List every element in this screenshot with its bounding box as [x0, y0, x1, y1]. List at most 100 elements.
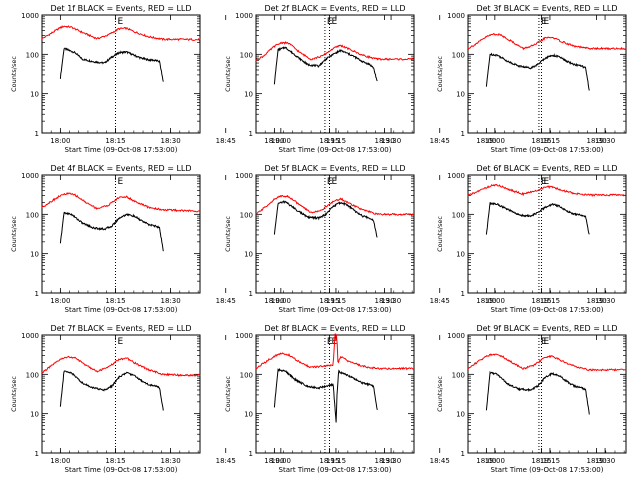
y-tick-label: 100 [452, 51, 465, 59]
events-series-line [273, 46, 378, 85]
panel-title: Det 2f BLACK = Events, RED = LLD [264, 4, 405, 13]
marker-label: E [541, 337, 547, 347]
x-tick-label: 18:30 [375, 137, 395, 145]
lld-series-line [467, 183, 627, 198]
x-axis-label: Start Time (09-Oct-08 17:53:00) [65, 306, 178, 314]
x-tick-label: 18:00 [476, 137, 496, 145]
marker-label: E [331, 17, 337, 27]
y-tick-label: 1000 [21, 332, 39, 340]
x-tick-label: 18:00 [476, 457, 496, 465]
x-tick-label: 19:15 [540, 457, 560, 465]
marker-label: E [117, 17, 123, 27]
x-axis-label: Start Time (09-Oct-08 17:53:00) [279, 466, 392, 474]
plot-frame [41, 174, 201, 294]
x-axis-label: Start Time (09-Oct-08 17:53:00) [279, 146, 392, 154]
y-tick-label: 100 [26, 51, 39, 59]
x-tick-label: 19:15 [326, 457, 346, 465]
y-tick-label: 1000 [447, 172, 465, 180]
y-tick-label: 1 [461, 290, 465, 298]
events-series-line [273, 199, 378, 238]
x-tick-label: 18:15 [531, 297, 551, 305]
panel-det-3: Det 3f BLACK = Events, RED = LLD 1 10 100 10… [436, 4, 627, 154]
x-tick-label: 19:15 [326, 137, 346, 145]
panel-det-5: Det 5f BLACK = Events, RED = LLD 1 10 100 10… [224, 164, 615, 314]
panel-det-9: Det 9f BLACK = Events, RED = LLD 1 10 100 10… [436, 324, 627, 474]
y-tick-label: 1000 [235, 12, 253, 20]
events-series-line [485, 202, 590, 235]
y-tick-label: 1000 [235, 172, 253, 180]
lld-series-line [255, 333, 415, 371]
x-tick-label: 19:00 [485, 457, 505, 465]
plot-frame [255, 334, 415, 454]
marker-label: E [543, 17, 549, 27]
x-tick-label: 18:30 [161, 297, 181, 305]
lld-series-line [41, 191, 201, 213]
y-tick-label: 100 [240, 51, 253, 59]
events-series-line [59, 211, 164, 252]
y-tick-label: 1 [35, 450, 39, 458]
y-axis-label: Counts/sec [436, 376, 444, 412]
panel-title: Det 1f BLACK = Events, RED = LLD [50, 4, 191, 13]
lld-series-line [467, 32, 627, 51]
y-tick-label: 1000 [447, 12, 465, 20]
lld-series-line [41, 25, 201, 42]
y-axis-label: Counts/sec [224, 376, 232, 412]
x-tick-label: 18:15 [531, 457, 551, 465]
x-tick-label: 19:30 [595, 457, 615, 465]
plot-frame [467, 334, 627, 454]
y-tick-label: 10 [456, 91, 465, 99]
x-tick-label: 18:45 [430, 457, 450, 465]
y-tick-label: 1 [35, 290, 39, 298]
y-tick-label: 1 [35, 130, 39, 138]
y-tick-label: 1000 [21, 12, 39, 20]
x-tick-label: 18:45 [430, 297, 450, 305]
x-tick-label: 19:00 [271, 297, 291, 305]
plot-frame [467, 14, 627, 134]
panel-title: Det 8f BLACK = Events, RED = LLD [264, 324, 405, 333]
y-tick-label: 1000 [235, 332, 253, 340]
y-axis-label: Counts/sec [436, 216, 444, 252]
x-tick-label: 18:30 [587, 297, 607, 305]
x-tick-label: 18:00 [264, 137, 284, 145]
marker-label: E [117, 177, 123, 187]
x-tick-label: 19:30 [381, 457, 401, 465]
y-tick-label: 1 [249, 290, 253, 298]
x-tick-label: 18:15 [319, 297, 339, 305]
events-series-line [485, 370, 590, 415]
events-series-line [273, 367, 378, 423]
x-tick-label: 19:00 [485, 297, 505, 305]
y-axis-label: Counts/sec [224, 56, 232, 92]
y-tick-label: 10 [30, 251, 39, 259]
y-axis-label: Counts/sec [10, 216, 18, 252]
x-axis-label: Start Time (09-Oct-08 17:53:00) [279, 306, 392, 314]
x-tick-label: 18:00 [264, 457, 284, 465]
panel-det-6: Det 6f BLACK = Events, RED = LLD 1 10 100 10… [436, 164, 627, 314]
y-tick-label: 10 [456, 251, 465, 259]
lld-series-line [468, 353, 627, 372]
plot-frame [255, 14, 415, 134]
x-tick-label: 18:15 [105, 137, 125, 145]
y-tick-label: 10 [244, 91, 253, 99]
panel-title: Det 7f BLACK = Events, RED = LLD [50, 324, 191, 333]
panel-det-4: Det 4f BLACK = Events, RED = LLD 1 10 100 10… [10, 164, 401, 314]
marker-label: E [543, 177, 549, 187]
x-axis-label: Start Time (09-Oct-08 17:53:00) [491, 306, 604, 314]
panel-title: Det 4f BLACK = Events, RED = LLD [50, 164, 191, 173]
x-tick-label: 18:15 [105, 457, 125, 465]
y-axis-label: Counts/sec [224, 216, 232, 252]
x-tick-label: 19:15 [540, 297, 560, 305]
y-axis-label: Counts/sec [10, 56, 18, 92]
y-tick-label: 100 [240, 211, 253, 219]
marker-label: E [541, 177, 547, 187]
x-tick-label: 19:15 [540, 137, 560, 145]
events-series-line [59, 370, 164, 411]
y-tick-label: 1 [461, 130, 465, 138]
y-tick-label: 100 [452, 211, 465, 219]
x-tick-label: 19:30 [381, 297, 401, 305]
lld-series-line [255, 194, 415, 217]
panel-det-2: Det 2f BLACK = Events, RED = LLD 1 10 100 10… [224, 4, 615, 154]
panel-title: Det 9f BLACK = Events, RED = LLD [476, 324, 617, 333]
x-tick-label: 18:00 [50, 137, 70, 145]
panel-det-1: Det 1f BLACK = Events, RED = LLD 1 10 100 10… [10, 4, 401, 154]
x-tick-label: 18:45 [216, 137, 236, 145]
